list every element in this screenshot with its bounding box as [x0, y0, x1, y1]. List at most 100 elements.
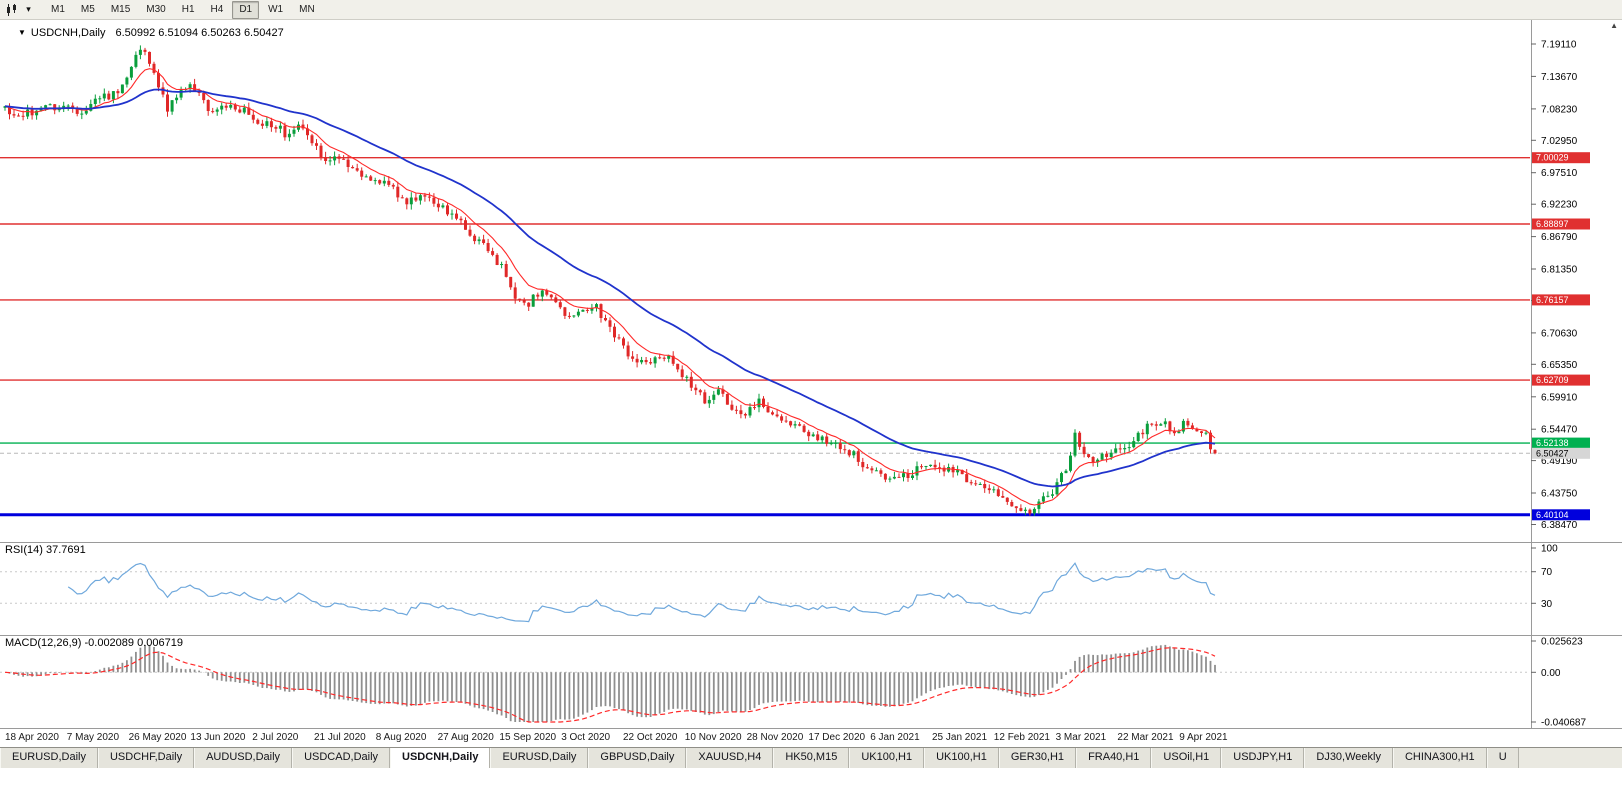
svg-text:6.52138: 6.52138	[1536, 438, 1569, 448]
timeframe-button-h4[interactable]: H4	[210, 3, 224, 15]
svg-text:22 Oct 2020: 22 Oct 2020	[623, 732, 678, 743]
candlestick-chart-icon[interactable]	[3, 2, 20, 18]
time-axis-labels: 18 Apr 2020 7 May 2020 26 May 2020 13 Jun 2…	[5, 732, 1228, 743]
chart-window: 7.19110 7.13670 7.08230 7.02950 6.97510 6.922…	[0, 20, 1622, 744]
macd-label: MACD(12,26,9)	[5, 637, 82, 649]
symbol-period-label: USDCNH,Daily	[30, 27, 106, 39]
chart-canvas-host[interactable]: 7.19110 7.13670 7.08230 7.02950 6.97510 6.922…	[0, 20, 1622, 749]
svg-text:7.13670: 7.13670	[1541, 72, 1578, 83]
chart-tab-usoil-h1[interactable]: USOil,H1	[1151, 748, 1222, 768]
chart-tab-usdjpy-h1[interactable]: USDJPY,H1	[1221, 748, 1305, 768]
svg-text:3 Oct 2020: 3 Oct 2020	[561, 732, 610, 743]
chart-tab-u[interactable]: U	[1486, 748, 1519, 768]
svg-text:7.19110: 7.19110	[1541, 40, 1577, 51]
rsi-label: RSI(14)	[5, 544, 43, 556]
rsi-axis-labels: 100 70 30	[1531, 544, 1558, 610]
timeframe-button-m1[interactable]: M1	[51, 3, 65, 15]
chart-tab-usdcnh-daily[interactable]: USDCNH,Daily	[390, 748, 491, 768]
svg-text:6.76157: 6.76157	[1536, 295, 1569, 305]
macd-histogram	[8, 644, 1216, 722]
timeframe-button-group: M1 M5 M15 M30 H1 H4 D1 W1 MN	[43, 0, 323, 19]
ma-slow-line	[4, 88, 1216, 488]
svg-text:6 Jan 2021: 6 Jan 2021	[870, 732, 920, 743]
svg-text:6.81350: 6.81350	[1541, 265, 1578, 276]
svg-text:6.65350: 6.65350	[1541, 360, 1578, 371]
price-line-labels: 7.00029 6.88897 6.76157 6.62709 6.521386.504…	[1532, 152, 1590, 521]
chart-tab-eurusd-daily[interactable]: EURUSD,Daily	[490, 748, 589, 768]
timeframe-button-m15[interactable]: M15	[110, 3, 131, 15]
svg-text:6.40104: 6.40104	[1536, 510, 1569, 520]
chart-title-bar: ▼ USDCNH,Daily 6.50992 6.51094 6.50263 6.5…	[18, 27, 284, 39]
chart-tab-dj30-weekly[interactable]: DJ30,Weekly	[1304, 748, 1393, 768]
svg-text:7.00029: 7.00029	[1536, 153, 1569, 163]
svg-text:18 Apr 2020: 18 Apr 2020	[5, 732, 59, 743]
svg-text:0.00: 0.00	[1541, 668, 1561, 679]
svg-text:70: 70	[1541, 567, 1553, 578]
svg-text:6.97510: 6.97510	[1541, 168, 1578, 179]
svg-text:13 Jun 2020: 13 Jun 2020	[190, 732, 245, 743]
timeframe-button-mn[interactable]: MN	[299, 3, 315, 15]
candlestick-series	[3, 45, 1217, 516]
chart-tab-audusd-daily[interactable]: AUDUSD,Daily	[194, 748, 293, 768]
svg-text:0.025623: 0.025623	[1541, 637, 1583, 648]
svg-text:6.49190: 6.49190	[1541, 456, 1578, 467]
macd-title: MACD(12,26,9) -0.002089 0.006719	[5, 637, 183, 649]
macd-signal-line	[4, 647, 1216, 723]
svg-text:30: 30	[1541, 599, 1553, 610]
rsi-value: 37.7691	[45, 544, 86, 556]
svg-text:7 May 2020: 7 May 2020	[67, 732, 120, 743]
svg-text:8 Aug 2020: 8 Aug 2020	[376, 732, 427, 743]
svg-text:9 Apr 2021: 9 Apr 2021	[1179, 732, 1228, 743]
svg-text:6.54470: 6.54470	[1541, 425, 1578, 436]
rsi-title: RSI(14) 37.7691	[5, 544, 86, 556]
chart-tab-fra40-h1[interactable]: FRA40,H1	[1076, 748, 1152, 768]
svg-text:17 Dec 2020: 17 Dec 2020	[808, 732, 865, 743]
timeframe-button-h1[interactable]: H1	[181, 3, 195, 15]
svg-text:21 Jul 2020: 21 Jul 2020	[314, 732, 366, 743]
timeframe-button-m5[interactable]: M5	[80, 3, 95, 15]
chart-tab-hk50-m15[interactable]: HK50,M15	[773, 748, 850, 768]
svg-text:6.70630: 6.70630	[1541, 328, 1578, 339]
svg-text:7.08230: 7.08230	[1541, 104, 1578, 115]
dropdown-arrow-icon[interactable]: ▾	[26, 4, 31, 14]
svg-text:26 May 2020: 26 May 2020	[129, 732, 187, 743]
macd-axis-labels: 0.025623 0.00 -0.040687	[1531, 637, 1586, 729]
timeframe-button-d1[interactable]: D1	[232, 0, 260, 19]
svg-text:100: 100	[1541, 544, 1558, 555]
chart-tab-gbpusd-daily[interactable]: GBPUSD,Daily	[588, 748, 687, 768]
scroll-up-icon[interactable]: ▲	[1610, 21, 1618, 30]
svg-text:3 Mar 2021: 3 Mar 2021	[1056, 732, 1107, 743]
svg-text:6.92230: 6.92230	[1541, 200, 1578, 211]
window-spacer	[0, 744, 1622, 747]
svg-text:28 Nov 2020: 28 Nov 2020	[747, 732, 804, 743]
chart-tab-uk100-h1[interactable]: UK100,H1	[849, 748, 925, 768]
timeframe-toolbar: ▾ M1 M5 M15 M30 H1 H4 D1 W1 MN	[0, 0, 1622, 20]
svg-text:27 Aug 2020: 27 Aug 2020	[438, 732, 495, 743]
timeframe-button-w1[interactable]: W1	[268, 3, 284, 15]
chart-tab-china300-h1[interactable]: CHINA300,H1	[1392, 748, 1487, 768]
svg-text:25 Jan 2021: 25 Jan 2021	[932, 732, 987, 743]
timeframe-button-m30[interactable]: M30	[146, 3, 166, 15]
svg-text:10 Nov 2020: 10 Nov 2020	[685, 732, 742, 743]
svg-text:2 Jul 2020: 2 Jul 2020	[252, 732, 299, 743]
candlestick-glyph	[6, 3, 16, 16]
svg-text:6.86790: 6.86790	[1541, 232, 1578, 243]
svg-text:6.88897: 6.88897	[1536, 219, 1569, 229]
svg-text:22 Mar 2021: 22 Mar 2021	[1117, 732, 1174, 743]
chart-canvas[interactable]: 7.19110 7.13670 7.08230 7.02950 6.97510 6.922…	[0, 20, 1622, 744]
rsi-line	[67, 562, 1216, 623]
svg-text:6.43750: 6.43750	[1541, 489, 1578, 500]
svg-text:6.50427: 6.50427	[1536, 448, 1569, 458]
chart-tab-ger30-h1[interactable]: GER30,H1	[998, 748, 1077, 768]
svg-text:6.59910: 6.59910	[1541, 392, 1578, 403]
ohlc-values: 6.50992 6.51094 6.50263 6.50427	[115, 27, 284, 39]
chart-tab-usdchf-daily[interactable]: USDCHF,Daily	[97, 748, 195, 768]
svg-text:6.62709: 6.62709	[1536, 375, 1569, 385]
horizontal-price-lines[interactable]	[0, 156, 1530, 517]
chart-tab-eurusd-daily[interactable]: EURUSD,Daily	[0, 748, 98, 768]
svg-text:15 Sep 2020: 15 Sep 2020	[499, 732, 556, 743]
chart-tab-xauusd-h4[interactable]: XAUUSD,H4	[686, 748, 774, 768]
chart-tab-usdcad-daily[interactable]: USDCAD,Daily	[292, 748, 391, 768]
chart-tab-uk100-h1[interactable]: UK100,H1	[924, 748, 999, 768]
chart-menu-icon[interactable]: ▼	[18, 28, 26, 37]
